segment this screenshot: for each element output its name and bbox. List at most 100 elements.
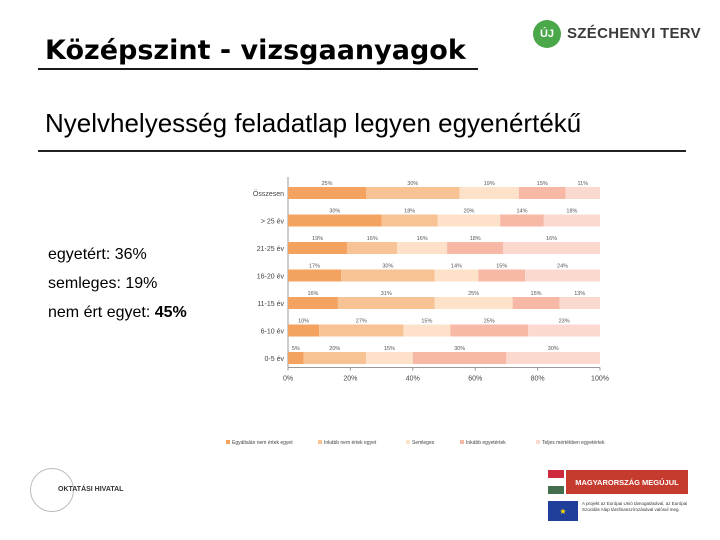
szechenyi-logo-icon: ÚJ	[533, 20, 561, 48]
bar-segment	[437, 214, 501, 227]
bar-segment	[366, 187, 460, 199]
data-label: 18%	[404, 209, 415, 215]
bar-segment	[450, 324, 529, 337]
data-label: 25%	[468, 291, 479, 297]
x-tick-label: 60%	[468, 376, 482, 383]
szechenyi-logo-text: SZÉCHENYI TERV	[567, 25, 701, 42]
stat-disagree-label: nem ért egyet:	[48, 304, 155, 321]
hungarian-flag-icon	[548, 470, 564, 494]
x-tick-label: 80%	[531, 376, 545, 383]
bar-segment	[303, 352, 366, 364]
bar-segment	[381, 214, 438, 227]
bar-segment	[288, 187, 366, 199]
oktatasi-hivatal-ring-icon	[30, 468, 74, 512]
data-label: 17%	[309, 264, 320, 270]
x-tick-label: 40%	[406, 376, 420, 383]
legend-label: Inkább nem értek egyet	[324, 440, 377, 446]
slide-header-title: Középszint - vizsgaanyagok	[45, 35, 466, 66]
data-label: 15%	[531, 291, 542, 297]
data-label: 24%	[557, 264, 568, 270]
summary-stats: egyetért: 36% semleges: 19% nem ért egye…	[48, 240, 187, 327]
data-label: 14%	[516, 209, 527, 215]
legend-swatch	[406, 440, 410, 444]
data-label: 11%	[578, 181, 589, 187]
flag-stripe-green	[548, 486, 564, 494]
bar-segment	[337, 297, 435, 309]
data-label: 30%	[329, 209, 340, 215]
data-label: 14%	[451, 264, 462, 270]
data-label: 30%	[407, 181, 418, 187]
data-label: 18%	[470, 236, 481, 242]
bar-segment	[366, 352, 413, 364]
bar-segment	[528, 324, 600, 337]
data-label: 16%	[546, 236, 557, 242]
bar-segment	[434, 269, 479, 282]
data-label: 19%	[312, 236, 323, 242]
x-tick-label: 20%	[343, 376, 357, 383]
legend-swatch	[536, 440, 540, 444]
bar-segment	[288, 214, 382, 227]
stat-neutral: semleges: 19%	[48, 275, 158, 292]
oktatasi-hivatal-text: OKTATÁSI HIVATAL	[58, 486, 124, 493]
category-label: 0-5 év	[265, 356, 285, 363]
data-label: 16%	[307, 291, 318, 297]
category-label: Összesen	[253, 190, 284, 198]
data-label: 25%	[321, 181, 332, 187]
oktatasi-hivatal-logo: OKTATÁSI HIVATAL	[20, 468, 130, 518]
data-label: 25%	[484, 319, 495, 325]
bar-segment	[518, 187, 566, 199]
bar-segment	[347, 242, 398, 254]
main-title-divider	[38, 150, 686, 152]
eu-notice-text: A projekt az Európai Unió támogatásával,…	[582, 501, 688, 512]
data-label: 20%	[463, 209, 474, 215]
data-label: 30%	[382, 264, 393, 270]
bar-segment	[543, 214, 600, 227]
data-label: 20%	[329, 346, 340, 352]
data-label: 15%	[496, 264, 507, 270]
data-label: 19%	[484, 181, 495, 187]
bar-segment	[459, 187, 519, 199]
stat-agree: egyetért: 36%	[48, 246, 147, 263]
data-label: 23%	[559, 319, 570, 325]
bar-segment	[288, 324, 320, 337]
header-divider	[38, 68, 478, 70]
bar-segment	[500, 214, 544, 227]
bar-segment	[525, 269, 600, 282]
category-label: 11-15 év	[257, 301, 284, 308]
data-label: 10%	[298, 319, 309, 325]
category-label: > 25 év	[261, 219, 285, 226]
legend-swatch	[318, 440, 322, 444]
flag-stripe-red	[548, 470, 564, 478]
legend-label: Inkább egyetértek	[466, 440, 506, 446]
magyarorszag-megujul-banner: MAGYARORSZÁG MEGÚJUL	[548, 470, 688, 494]
bar-segment	[559, 297, 600, 309]
category-label: 16-20 év	[257, 274, 285, 281]
x-tick-label: 0%	[283, 376, 293, 383]
eu-notice: ★ A projekt az Európai Unió támogatásáva…	[548, 501, 688, 531]
data-label: 16%	[417, 236, 428, 242]
bar-segment	[565, 187, 600, 199]
legend-label: Egyáltalán nem értek egyet	[232, 440, 293, 446]
data-label: 27%	[356, 319, 367, 325]
legend-swatch	[460, 440, 464, 444]
bar-segment	[412, 352, 507, 364]
data-label: 18%	[566, 209, 577, 215]
eu-flag-icon: ★	[548, 501, 578, 521]
legend-swatch	[226, 440, 230, 444]
data-label: 31%	[381, 291, 392, 297]
bar-segment	[434, 297, 513, 309]
category-label: 6-10 év	[261, 329, 285, 336]
bar-segment	[341, 269, 435, 282]
bar-segment	[503, 242, 600, 254]
flag-stripe-white	[548, 478, 564, 486]
bar-segment	[288, 269, 342, 282]
banner-text: MAGYARORSZÁG MEGÚJUL	[566, 470, 688, 494]
bar-segment	[512, 297, 560, 309]
slide-main-title: Nyelvhelyesség feladatlap legyen egyenér…	[45, 108, 582, 138]
data-label: 5%	[292, 346, 300, 352]
x-tick-label: 100%	[591, 376, 609, 383]
bar-segment	[288, 352, 304, 364]
legend-label: Teljes mértékben egyetértek	[542, 440, 605, 446]
data-label: 15%	[537, 181, 548, 187]
